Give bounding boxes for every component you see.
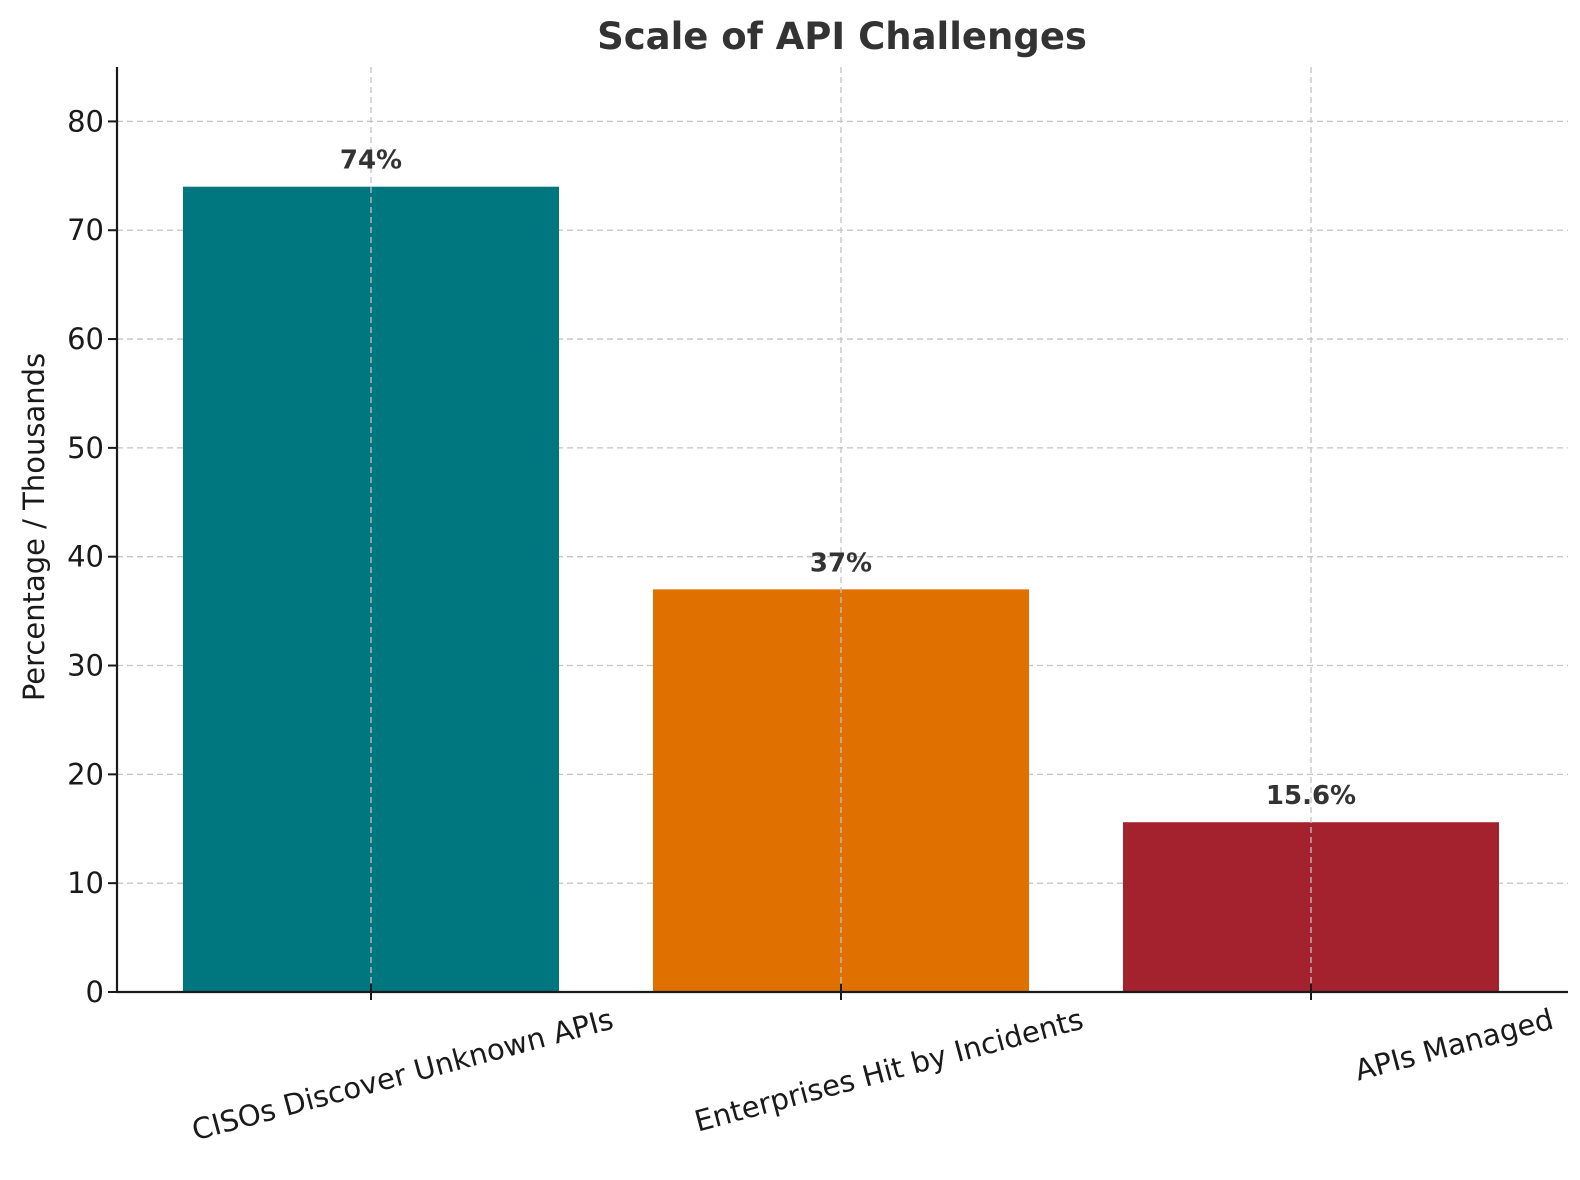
data-label-2: 15.6% bbox=[1266, 781, 1356, 811]
y-tick-label-7: 70 bbox=[67, 213, 104, 247]
y-tick-label-6: 60 bbox=[67, 322, 104, 356]
y-tick-label-8: 80 bbox=[67, 104, 104, 138]
x-tick-label-1: Enterprises Hit by Incidents bbox=[691, 1002, 1087, 1139]
x-tick-label-0: CISOs Discover Unknown APIs bbox=[188, 1002, 617, 1147]
y-tick-label-0: 0 bbox=[86, 975, 104, 1009]
data-label-0: 74% bbox=[340, 146, 402, 176]
chart-title: Scale of API Challenges bbox=[597, 15, 1087, 58]
data-label-1: 37% bbox=[810, 548, 872, 578]
y-tick-label-2: 20 bbox=[67, 757, 104, 791]
y-tick-label-3: 30 bbox=[67, 649, 104, 683]
y-tick-label-5: 50 bbox=[67, 431, 104, 465]
y-tick-label-1: 10 bbox=[67, 866, 104, 900]
y-axis-label: Percentage / Thousands bbox=[17, 353, 51, 701]
x-tick-label-2: APIs Managed bbox=[1351, 1002, 1557, 1088]
bars bbox=[183, 67, 1499, 993]
axes bbox=[108, 67, 1568, 1000]
y-tick-label-4: 40 bbox=[67, 540, 104, 574]
